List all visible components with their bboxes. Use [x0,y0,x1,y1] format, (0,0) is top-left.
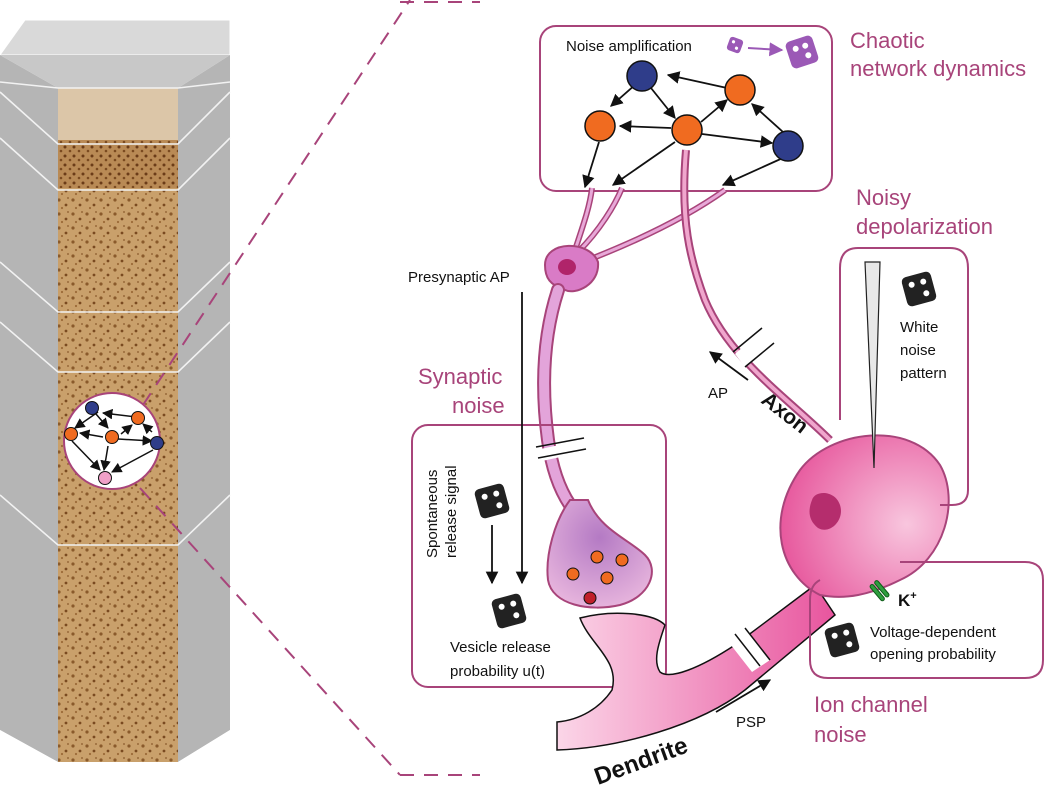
presynaptic-ap-label: Presynaptic AP [408,269,510,286]
synaptic-noise-box: Synaptic noise Spontaneous release signa… [411,364,667,688]
dendrite-break [727,627,771,672]
ion-channel-noise-line2: noise [814,722,867,747]
network-dynamics-box: Noise amplification [539,25,833,192]
vesicle-label-line1: Vesicle release [450,639,551,656]
ap-arrow [708,351,749,381]
vesicle [600,571,614,585]
neuron-node [584,110,616,142]
die-icon [474,483,510,519]
ion-channel-box: K+ Voltage-dependent opening probability [809,561,1044,679]
voltage-dependent-line2: opening probability [870,646,996,663]
noisy-label-line1: Noisy [856,185,911,210]
psp-label: PSP [736,714,766,731]
spontaneous-label-line2: release signal [443,465,460,558]
postsynaptic-soma [779,434,950,598]
vesicle [583,591,597,605]
neuron-node [772,130,804,162]
neuron-node [724,74,756,106]
vesicle [615,553,629,567]
spontaneous-label-line1: Spontaneous [424,470,441,558]
psp-arrow [715,679,772,713]
axon-break [535,437,587,462]
die-icon [901,271,937,307]
die-icon [824,622,860,658]
vesicle-label-line2: probability u(t) [450,663,545,680]
ap-label: AP [708,385,728,402]
postsynaptic-neuron [556,149,950,751]
noisy-label-line2: depolarization [856,214,993,239]
white-noise-line3: pattern [900,365,947,382]
noise-amplification-label: Noise amplification [566,38,692,55]
pipette-icon [864,261,881,469]
synaptic-label-line2: noise [452,393,505,418]
white-noise-line2: noise [900,342,936,359]
chaotic-label-line2: network dynamics [850,56,1026,81]
synaptic-label-line1: Synaptic [418,364,502,389]
voltage-dependent-line1: Voltage-dependent [870,624,997,641]
potassium-label: K+ [898,590,917,610]
white-noise-box: White noise pattern [839,247,969,506]
die-icon [785,35,819,69]
ion-channel-noise-line1: Ion channel [814,692,928,717]
noisy-depolarization-title: Noisy depolarization [856,185,993,239]
neuron-node [671,114,703,146]
vesicle [590,550,604,564]
inset-network [63,392,164,490]
die-icon [726,36,744,54]
dendrite [556,583,836,751]
chaotic-label-line1: Chaotic [850,28,925,53]
chaotic-dynamics-title: Chaotic network dynamics [850,28,1026,81]
white-noise-line1: White [900,319,938,336]
presynaptic-neuron [535,186,727,609]
postsynaptic-axon-break [732,327,775,368]
die-icon [491,593,527,629]
ion-channel-icon [869,580,890,602]
neuron-node [626,60,658,92]
vesicle [566,567,580,581]
zoom-lines [139,0,480,776]
